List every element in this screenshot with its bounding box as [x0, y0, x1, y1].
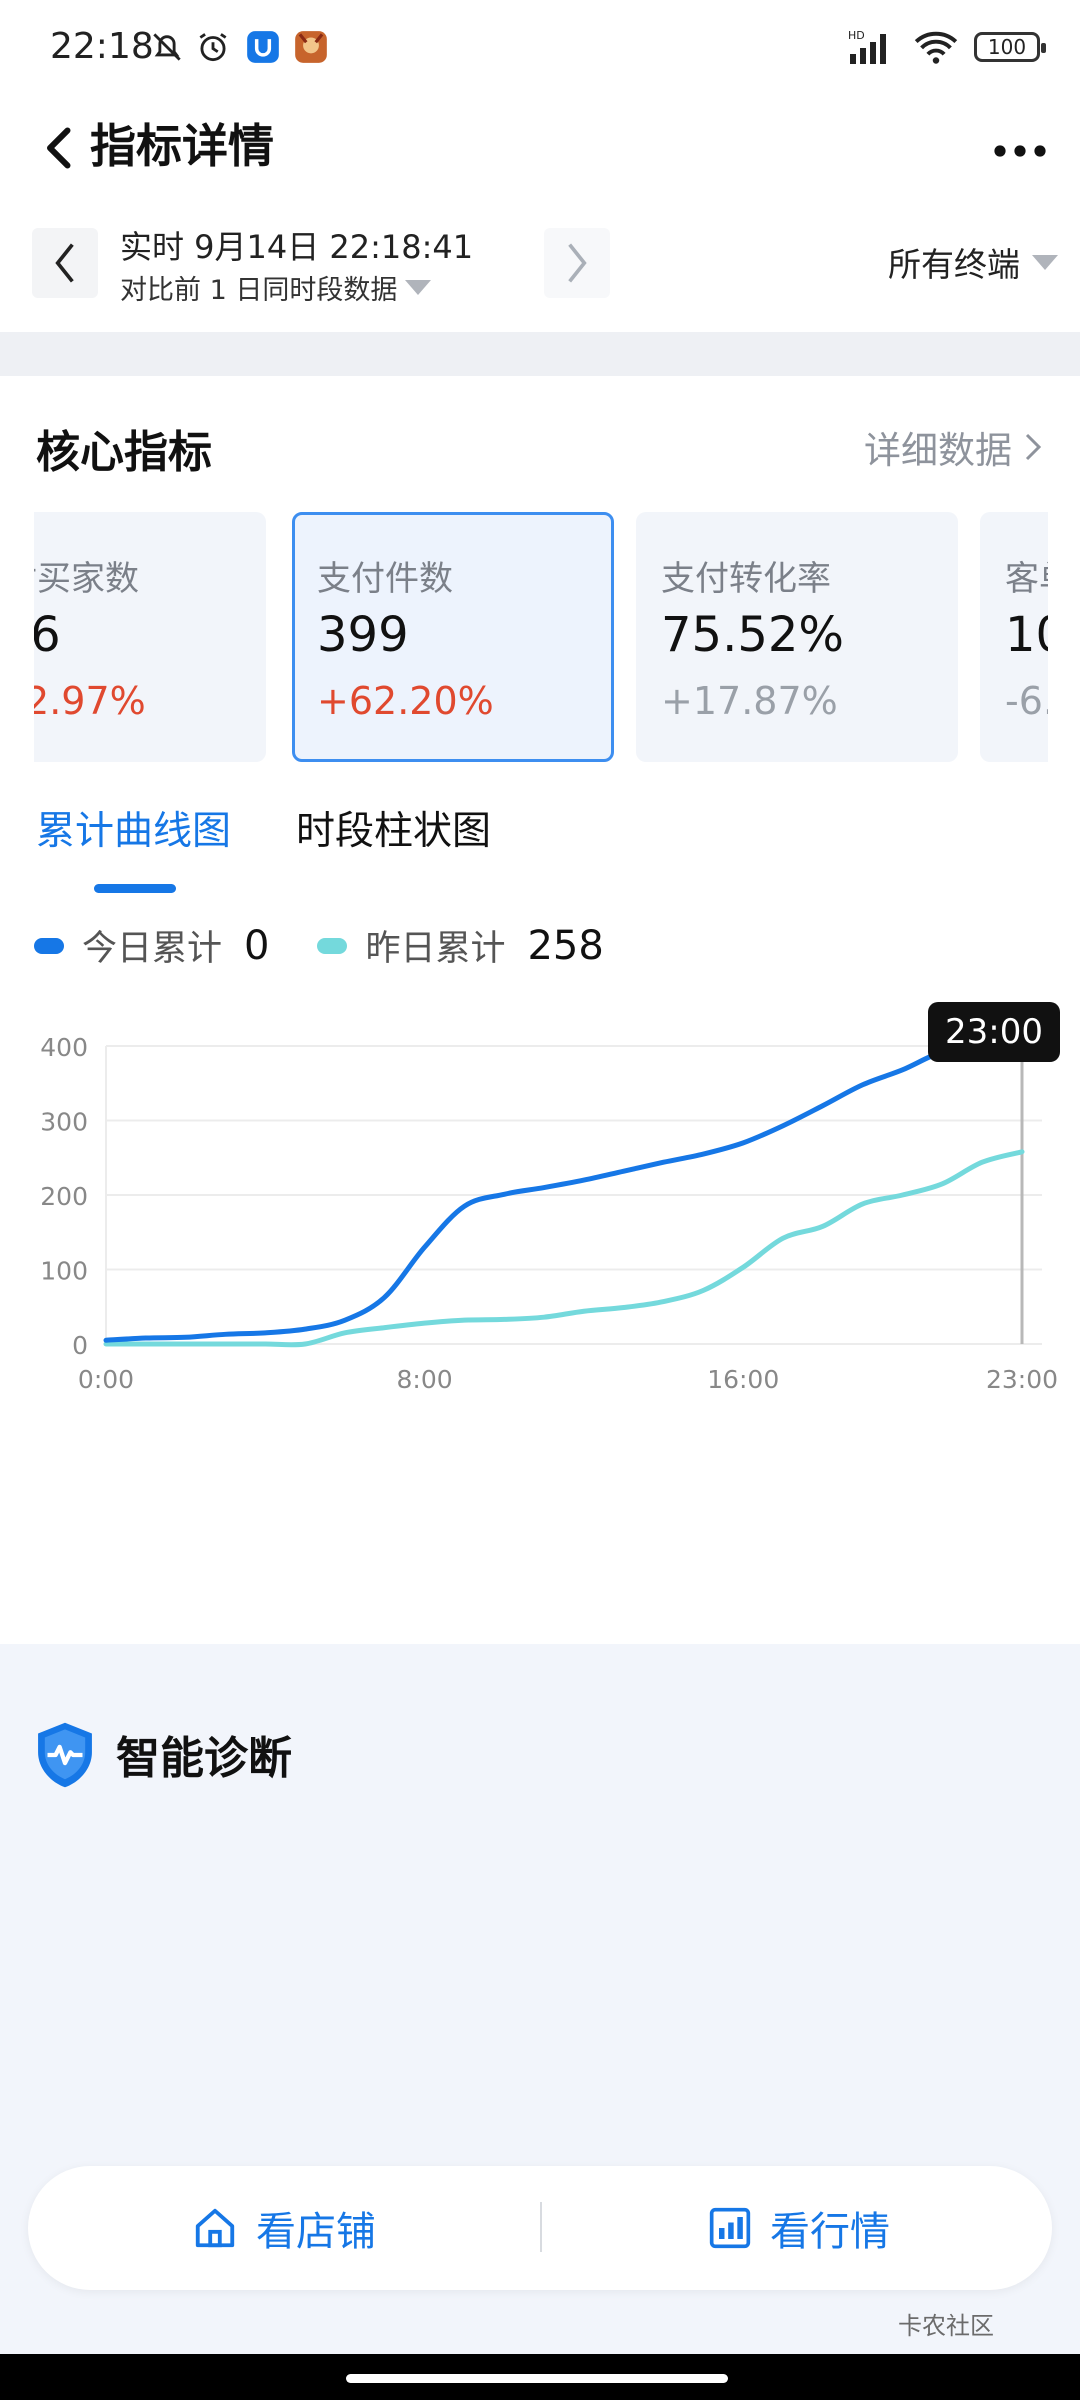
x-tick-label: 23:00: [986, 1365, 1058, 1394]
section-divider: [0, 332, 1080, 376]
detail-link-label: 详细数据: [864, 429, 1012, 472]
core-metrics-section: 核心指标 详细数据 支付买家数 256 +22.97% 支付件数 399 +62…: [0, 376, 1080, 1644]
shield-pulse-icon: [38, 1722, 92, 1788]
realtime-datetime: 实时 9月14日 22:18:41: [120, 228, 474, 266]
y-tick-label: 300: [40, 1108, 88, 1137]
metric-value: 399: [317, 607, 409, 663]
metric-value: 75.52%: [661, 607, 845, 663]
view-store-label: 看店铺: [256, 2209, 376, 2255]
chart-legend: 今日累计 0 昨日累计 258: [34, 920, 652, 971]
app-header: 指标详情: [0, 96, 1080, 216]
compare-label: 对比前 1 日同时段数据: [120, 275, 398, 306]
compare-selector[interactable]: 对比前 1 日同时段数据: [120, 268, 432, 307]
battery-indicator: 100: [974, 32, 1046, 62]
section-title: 核心指标: [36, 427, 212, 478]
y-tick-label: 400: [40, 1033, 88, 1062]
signal-icon: HD: [848, 29, 886, 64]
status-time: 22:18: [50, 26, 154, 67]
x-tick-label: 16:00: [707, 1365, 779, 1394]
metric-change: -6.: [1005, 679, 1048, 723]
metric-card-buyers[interactable]: 支付买家数 256 +22.97%: [34, 512, 266, 762]
metric-change: +62.20%: [317, 679, 494, 723]
terminal-label: 所有终端: [888, 245, 1020, 284]
metrics-carousel[interactable]: 支付买家数 256 +22.97% 支付件数 399 +62.20% 支付转化率…: [34, 512, 1048, 768]
active-tab-indicator: [94, 884, 176, 893]
nav-divider: [540, 2202, 542, 2252]
alarm-icon: [199, 33, 227, 62]
diagnosis-title: 智能诊断: [116, 1733, 292, 1784]
legend-marker-yesterday: [317, 937, 348, 954]
y-tick-label: 100: [40, 1257, 88, 1286]
wifi-icon: [914, 31, 958, 64]
y-tick-label: 0: [72, 1331, 88, 1360]
app-shield-icon: [247, 31, 279, 63]
metric-label: 支付转化率: [661, 559, 831, 599]
metric-change: +17.87%: [661, 679, 838, 723]
legend-label: 昨日累计: [365, 929, 506, 969]
metric-change: +22.97%: [34, 679, 146, 723]
dropdown-triangle-icon: [405, 280, 432, 295]
legend-value: 258: [527, 922, 604, 969]
legend-value: 0: [244, 922, 270, 969]
market-chart-icon: [709, 2207, 751, 2249]
tab-cumulative-curve[interactable]: 累计曲线图: [36, 809, 232, 854]
legend-marker-today: [34, 937, 64, 954]
metric-card-paid-items[interactable]: 支付件数 399 +62.20%: [292, 512, 614, 762]
date-selector: 实时 9月14日 22:18:41 对比前 1 日同时段数据 所有终端: [0, 216, 1080, 332]
metric-label: 客单价: [1005, 559, 1048, 599]
svg-text:HD: HD: [848, 29, 865, 42]
metric-label: 支付件数: [317, 559, 453, 599]
y-tick-label: 200: [40, 1182, 88, 1211]
metric-value: 10: [1005, 607, 1048, 663]
watermark-text: 卡农社区: [898, 2312, 994, 2340]
view-store-button[interactable]: 看店铺: [192, 2166, 376, 2290]
series-line-today: [103, 1044, 985, 1343]
terminal-filter[interactable]: 所有终端: [888, 238, 1058, 286]
chevron-right-icon: [1025, 433, 1042, 461]
metric-card-avg-order[interactable]: 客单价 10 -6.: [980, 512, 1048, 762]
legend-label: 今日累计: [82, 929, 223, 969]
more-options-icon[interactable]: [990, 126, 1050, 176]
view-market-button[interactable]: 看行情: [708, 2166, 890, 2290]
game-avatar-icon: [295, 31, 327, 63]
detail-data-link[interactable]: 详细数据: [864, 420, 1042, 474]
store-home-icon: [195, 2208, 235, 2248]
tab-hourly-bar[interactable]: 时段柱状图: [296, 809, 492, 854]
chevron-right-icon: [568, 243, 587, 283]
mute-bell-icon: [153, 33, 181, 61]
x-tick-label: 8:00: [397, 1365, 453, 1394]
series-line-yesterday: [103, 1149, 1025, 1348]
chevron-left-icon: [55, 243, 74, 283]
next-day-button[interactable]: [544, 228, 610, 298]
metric-label: 支付买家数: [34, 559, 139, 599]
status-bar: 22:18 HD 100: [0, 0, 1080, 96]
view-market-label: 看行情: [770, 2209, 890, 2255]
bottom-action-bar: 看店铺 看行情: [28, 2166, 1052, 2290]
dropdown-triangle-icon: [1032, 254, 1058, 270]
metric-value: 256: [34, 607, 61, 663]
page-title: 指标详情: [90, 119, 274, 173]
x-tick-label: 0:00: [78, 1365, 134, 1394]
prev-day-button[interactable]: [32, 228, 98, 298]
chart-tooltip: 23:00: [928, 1002, 1060, 1062]
back-arrow-icon[interactable]: [30, 118, 90, 178]
cumulative-line-chart[interactable]: 0 100 200 300 400 0:00 8:00 16:00 23:00: [0, 996, 1080, 1466]
home-indicator[interactable]: [346, 2374, 728, 2383]
metric-card-conversion-rate[interactable]: 支付转化率 75.52% +17.87%: [636, 512, 958, 762]
